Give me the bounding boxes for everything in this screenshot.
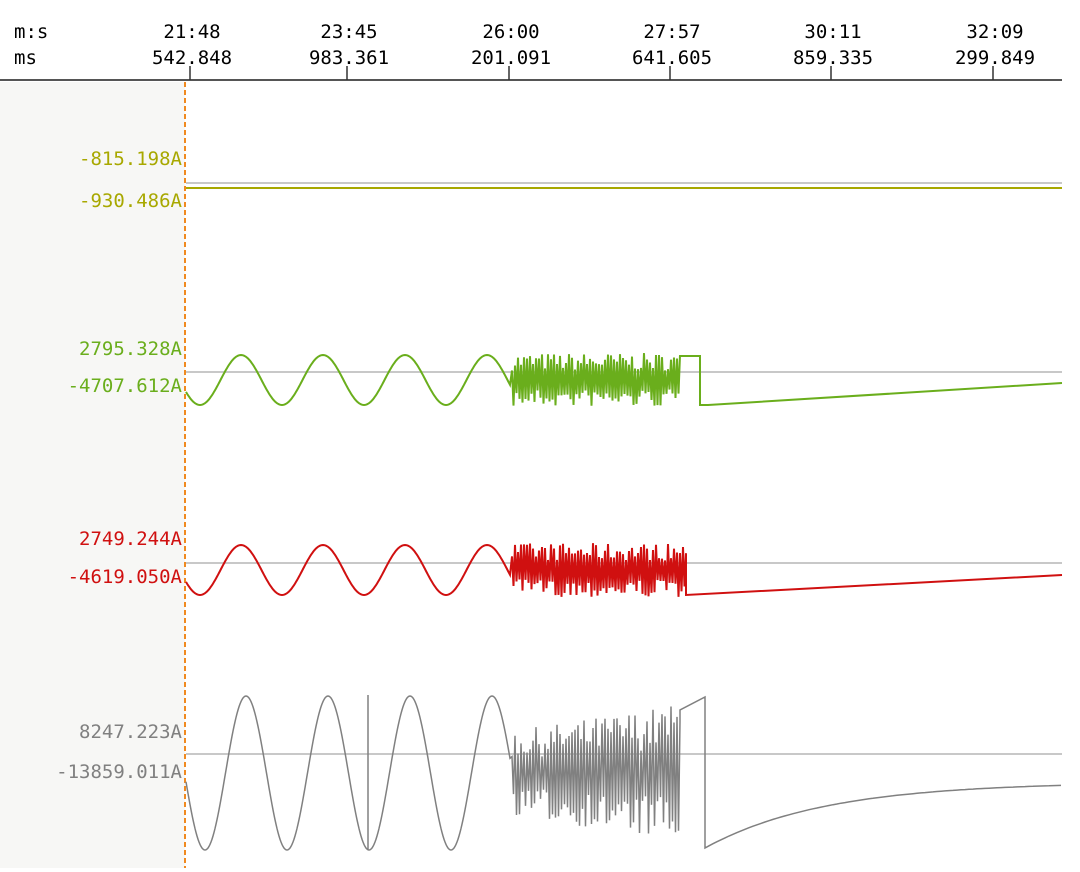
ms-tick-label: 201.091 (471, 47, 551, 69)
time-tick-label: 32:09 (966, 21, 1023, 43)
channel-waveform (185, 695, 1062, 851)
time-tick-label: 26:00 (482, 21, 539, 43)
channel-min-label: -930.486A (79, 190, 183, 212)
time-tick-label: 21:48 (163, 21, 220, 43)
row-label: m:s (14, 21, 48, 43)
channel-max-label: 8247.223A (79, 721, 183, 743)
ms-tick-label: 983.361 (309, 47, 389, 69)
ms-tick-label: 641.605 (632, 47, 712, 69)
channel-min-label: -13859.011A (56, 761, 182, 783)
time-tick-label: 23:45 (320, 21, 377, 43)
channel-waveform (185, 353, 1063, 407)
ms-tick-label: 859.335 (793, 47, 873, 69)
channel-min-label: -4707.612A (68, 375, 183, 397)
channel-max-label: 2795.328A (79, 338, 183, 360)
channel-waveform (185, 543, 1063, 597)
channel-max-label: -815.198A (79, 148, 183, 170)
time-tick-label: 27:57 (643, 21, 700, 43)
time-tick-label: 30:11 (804, 21, 861, 43)
ms-tick-label: 542.848 (152, 47, 232, 69)
row-label: ms (14, 47, 37, 69)
ms-tick-label: 299.849 (955, 47, 1035, 69)
label-panel (0, 82, 185, 868)
channel-max-label: 2749.244A (79, 528, 183, 550)
channel-min-label: -4619.050A (68, 566, 183, 588)
